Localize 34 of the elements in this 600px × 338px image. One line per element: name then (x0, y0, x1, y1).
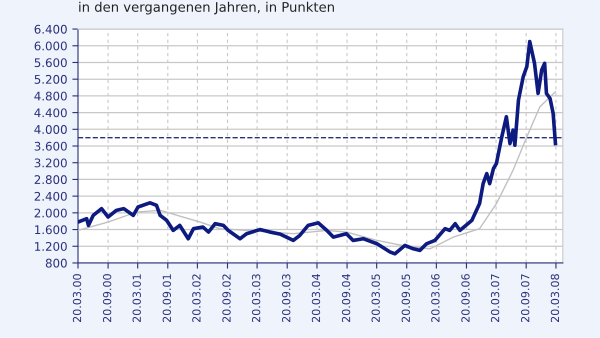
y-tick-label: 800 (46, 258, 67, 268)
x-tick-label: 20.03.08 (550, 274, 560, 322)
y-tick-label: 4.000 (34, 125, 67, 134)
y-tick-label: 6.000 (34, 42, 67, 50)
y-tick-label: 2.000 (34, 208, 67, 218)
y-tick-label: 5.600 (34, 58, 67, 68)
x-tick-label: 20.09.02 (222, 274, 231, 322)
y-tick-label: 1.200 (35, 242, 67, 251)
x-tick-label: 20.09.05 (402, 274, 410, 322)
y-tick-label: 3.200 (34, 158, 67, 168)
x-tick-label: 20.03.02 (192, 274, 201, 322)
y-tick-label: 2.800 (34, 175, 67, 184)
y-tick-label: 1.600 (35, 225, 67, 234)
x-tick-label: 20.09.03 (282, 274, 290, 322)
x-tick-label: 20.09.00 (102, 274, 112, 322)
x-tick-label: 20.03.04 (312, 274, 320, 322)
chart-subtitle: in den vergangenen Jahren, in Punkten (79, 2, 334, 14)
x-tick-label: 20.03.05 (371, 274, 380, 322)
x-tick-label: 20.09.01 (162, 274, 172, 322)
line-series (78, 40, 558, 256)
x-tick-label: 20.09.07 (520, 274, 530, 322)
x-tick-label: 20.03.01 (132, 274, 141, 322)
x-tick-label: 20.03.06 (431, 274, 440, 322)
y-tick-label: 4.800 (34, 92, 67, 101)
y-tick-label: 6.400 (34, 24, 67, 34)
y-tick-label: 3.600 (34, 142, 67, 151)
y-tick-label: 5.200 (34, 74, 67, 84)
x-tick-label: 20.03.00 (72, 274, 82, 322)
x-tick-label: 20.03.07 (490, 274, 500, 322)
x-tick-label: 20.09.06 (461, 274, 470, 322)
y-tick-label: 2.400 (34, 192, 67, 201)
x-tick-label: 20.03.03 (252, 274, 260, 322)
y-tick-label: 4.400 (34, 108, 67, 118)
x-tick-label: 20.09.04 (342, 274, 350, 322)
